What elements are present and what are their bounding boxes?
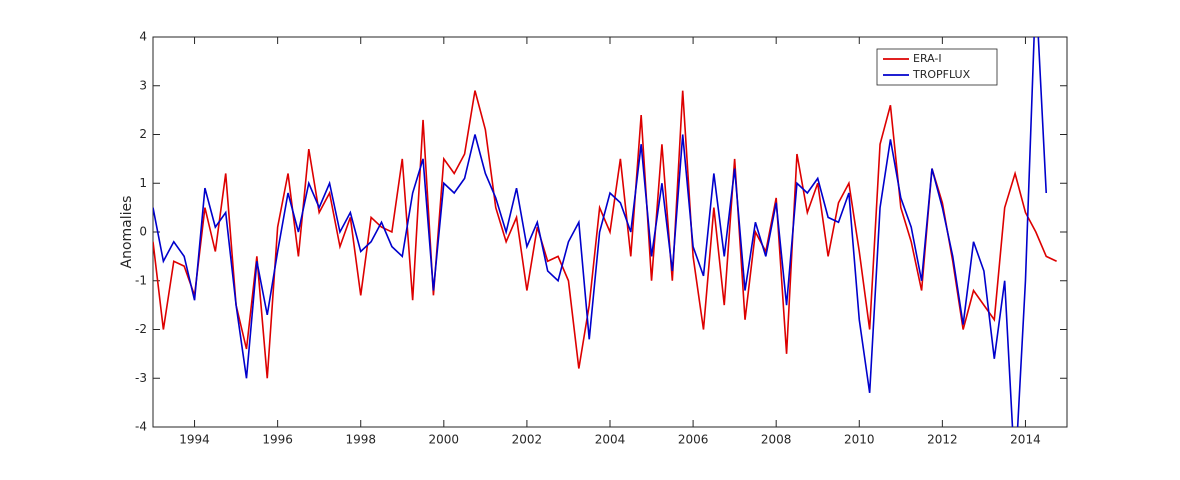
x-tick-label: 2000	[429, 433, 460, 447]
y-tick-label: -4	[135, 420, 147, 434]
x-tick-label: 2014	[1010, 433, 1041, 447]
series-line	[153, 90, 1057, 379]
x-tick-label: 2004	[595, 433, 626, 447]
y-tick-label: 2	[139, 127, 147, 141]
y-tick-label: -3	[135, 371, 147, 385]
legend-box	[876, 48, 998, 86]
y-tick-label: -2	[135, 322, 147, 336]
x-tick-label: 2008	[761, 433, 792, 447]
x-tick-label: 1998	[345, 433, 376, 447]
x-tick-label: 2006	[678, 433, 709, 447]
y-tick-label: 0	[139, 225, 147, 239]
plot-lines	[153, 37, 1057, 427]
y-tick-label: 3	[139, 78, 147, 92]
legend-label: TROPFLUX	[912, 68, 971, 81]
x-tick-label: 2002	[512, 433, 543, 447]
x-tick-label: 1994	[179, 433, 210, 447]
y-tick-label: 1	[139, 176, 147, 190]
series-line	[153, 37, 1048, 427]
legend-label: ERA-I	[913, 52, 942, 65]
y-tick-label: 4	[139, 30, 147, 44]
y-tick-label: -1	[135, 273, 147, 287]
x-tick-label: 2010	[844, 433, 875, 447]
y-axis-label: Anomalies	[119, 196, 135, 269]
x-tick-label: 2012	[927, 433, 958, 447]
x-tick-label: 1996	[262, 433, 293, 447]
